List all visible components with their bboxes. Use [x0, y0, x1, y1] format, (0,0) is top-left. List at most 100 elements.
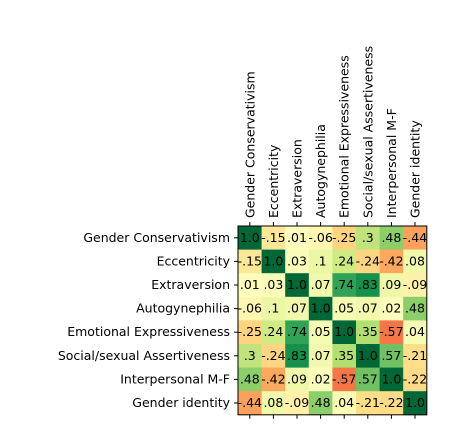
- heatmap-cell: [332, 296, 357, 321]
- x-tick-label: Autogynephilia: [313, 124, 328, 218]
- cell-value-label: 1.0: [311, 301, 331, 316]
- heatmap-cell: [285, 320, 310, 345]
- heatmap-cell: [285, 273, 310, 298]
- heatmap-cell: [308, 296, 333, 321]
- heatmap-cell: [285, 391, 310, 416]
- y-tick-label: Eccentricity: [157, 253, 231, 268]
- cell-value-label: -.22: [403, 371, 427, 386]
- heatmap-cell: [332, 344, 357, 368]
- heatmap-cell: [261, 344, 286, 368]
- heatmap-cell: [332, 391, 357, 416]
- cell-value-label: -.25: [238, 324, 262, 339]
- heatmap-cell: [285, 226, 310, 250]
- cell-value-label: -.21: [403, 348, 427, 363]
- cell-value-label: .01: [240, 277, 260, 292]
- cell-value-label: .57: [381, 348, 401, 363]
- x-tick-label: Gender identity: [408, 120, 423, 218]
- heatmap-cell: [332, 367, 357, 392]
- cell-value-label: 1.0: [240, 230, 260, 245]
- cell-value-label: .03: [287, 253, 307, 268]
- heatmap-cell: [308, 367, 333, 392]
- cell-value-label: .57: [358, 371, 378, 386]
- cell-value-label: .03: [263, 277, 283, 292]
- cell-value-label: -.09: [403, 277, 427, 292]
- cell-value-label: .48: [381, 230, 401, 245]
- cell-value-label: -.44: [238, 395, 262, 410]
- cell-value-label: -.15: [261, 230, 285, 245]
- x-tick-label: Social/sexual Assertiveness: [360, 46, 375, 218]
- heatmap-cell: [379, 344, 404, 368]
- y-tick-label: Interpersonal M-F: [120, 371, 230, 386]
- cell-value-label: -.57: [379, 324, 403, 339]
- heatmap-cell: [261, 320, 286, 345]
- cell-value-label: .83: [287, 348, 307, 363]
- heatmap-cell: [285, 367, 310, 392]
- heatmap-cell: [356, 367, 380, 392]
- heatmap-cell: [308, 273, 333, 298]
- y-tick-label: Emotional Expressiveness: [67, 324, 230, 339]
- heatmap-cell: [332, 226, 357, 250]
- cell-value-label: .09: [287, 371, 307, 386]
- heatmap-cell: [379, 296, 404, 321]
- heatmap-cell: [308, 320, 333, 345]
- heatmap-cell: [379, 273, 404, 298]
- x-tick-label: Extraversion: [290, 139, 305, 218]
- cell-value-label: .02: [311, 371, 331, 386]
- cell-value-label: .08: [405, 253, 425, 268]
- heatmap-cell: [403, 391, 428, 416]
- heatmap-cell: [308, 344, 333, 368]
- heatmap-cell: [379, 320, 404, 345]
- heatmap-cell: [261, 367, 286, 392]
- cell-value-label: .24: [263, 324, 283, 339]
- heatmap-cell: [379, 367, 404, 392]
- heatmap-cell: [356, 226, 380, 250]
- heatmap-cell: [238, 391, 262, 416]
- cell-value-label: -.15: [238, 253, 262, 268]
- cell-value-label: -.57: [332, 371, 356, 386]
- cell-value-label: -.25: [332, 230, 356, 245]
- heatmap-cell: [403, 344, 428, 368]
- cell-value-label: -.24: [261, 348, 285, 363]
- heatmap-cell: [261, 226, 286, 250]
- cell-value-label: .09: [381, 277, 401, 292]
- heatmap-cell: [356, 320, 380, 345]
- cell-value-label: .05: [311, 324, 331, 339]
- cell-value-label: -.44: [403, 230, 427, 245]
- heatmap-cell: [403, 249, 428, 274]
- heatmap-cell: [356, 273, 380, 298]
- heatmap-cell: [356, 249, 380, 274]
- x-tick-label: Emotional Expressiveness: [337, 55, 352, 218]
- cell-value-label: .08: [263, 395, 283, 410]
- cell-value-label: .48: [405, 301, 425, 316]
- x-tick-label: Gender Conservativism: [242, 71, 257, 218]
- heatmap-cell: [403, 296, 428, 321]
- cell-value-label: -.21: [356, 395, 380, 410]
- heatmap-cell: [403, 273, 428, 298]
- cell-value-label: 1.0: [334, 324, 354, 339]
- y-tick-label: Autogynephilia: [136, 301, 230, 316]
- cell-value-label: -.42: [261, 371, 285, 386]
- cell-value-label: .35: [334, 348, 354, 363]
- x-tick-labels: Gender Conservativism Eccentricity Extrave…: [242, 46, 422, 218]
- heatmap-cell: [356, 391, 380, 416]
- x-tick-label: Interpersonal M-F: [384, 108, 399, 218]
- cell-value-label: .07: [311, 348, 331, 363]
- cell-value-label: 1.0: [381, 371, 401, 386]
- cell-value-label: .48: [311, 395, 331, 410]
- cell-value-label: .74: [287, 324, 307, 339]
- heatmap-cell: [332, 320, 357, 345]
- cell-value-label: .07: [287, 301, 307, 316]
- y-tick-labels: Gender Conservativism Eccentricity Extrave…: [58, 230, 231, 410]
- heatmap-cell: [379, 249, 404, 274]
- heatmap-cell: [308, 249, 333, 274]
- heatmap-cell: [285, 344, 310, 368]
- cell-value-label: -.24: [356, 253, 380, 268]
- heatmap-cell: [238, 273, 262, 298]
- heatmap-cell: [238, 226, 262, 250]
- cell-value-label: -.09: [285, 395, 309, 410]
- heatmap-cell: [238, 320, 262, 345]
- cell-value-label: .1: [315, 253, 327, 268]
- y-tick-label: Social/sexual Assertiveness: [58, 348, 230, 363]
